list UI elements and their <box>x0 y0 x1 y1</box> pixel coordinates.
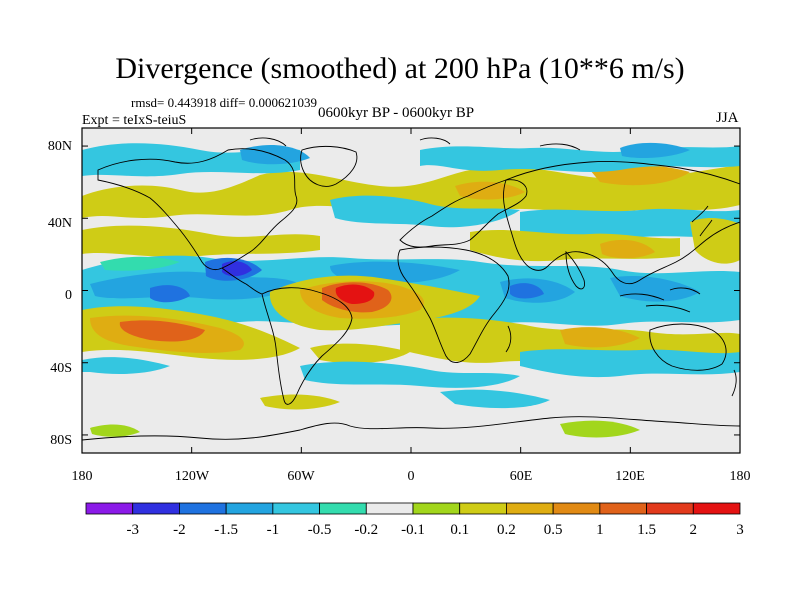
colorbar-label: 0.1 <box>450 522 469 538</box>
colorbar-label: -0.5 <box>308 522 332 538</box>
coastline-north-america <box>97 148 298 271</box>
colorbar-swatch <box>365 502 414 515</box>
season-label: JJA <box>716 110 739 126</box>
lat-label-80n: 80N <box>47 139 72 154</box>
colorbar-swatch <box>506 502 554 515</box>
colorbar-label: 3 <box>736 522 744 538</box>
colorbar-label: 0.5 <box>544 522 563 538</box>
coastline-madagascar <box>505 325 512 353</box>
lon-label-180e: 180 <box>729 469 751 484</box>
colorbar-swatch <box>319 502 367 515</box>
contour-negative-region <box>82 143 300 177</box>
lat-label-40n: 40N <box>47 216 72 231</box>
lon-label-60e: 60E <box>509 469 533 484</box>
contour-negative-region <box>440 389 550 409</box>
contour-positive-region <box>90 424 140 437</box>
contour-positive-region <box>600 239 655 259</box>
coastline-new-zealand <box>731 369 737 397</box>
colorbar-swatch <box>179 502 227 515</box>
lat-label-80s: 80S <box>50 433 72 448</box>
colorbar-label: -1 <box>267 522 280 538</box>
coastline-asia <box>503 161 740 285</box>
contour-negative-region <box>150 285 190 303</box>
map-title: Divergence (smoothed) at 200 hPa (10**6 … <box>115 52 685 85</box>
lon-label-120w: 120W <box>174 469 210 484</box>
colorbar-swatch <box>646 502 694 515</box>
contour-negative-region <box>300 361 520 388</box>
coastline-south-america <box>261 287 353 405</box>
coastline-indonesia <box>619 287 701 313</box>
period-label: 0600kyr BP - 0600kyr BP <box>318 105 475 121</box>
colorbar-swatch <box>85 502 134 515</box>
contour-positive-region <box>119 320 205 342</box>
colorbar-label: -0.2 <box>354 522 378 538</box>
coastline-australia <box>649 323 727 371</box>
contour-positive-region <box>260 394 340 410</box>
contour-negative-region <box>100 256 180 271</box>
lon-label-60w: 60W <box>287 469 315 484</box>
lat-label-equator: 0 <box>65 288 72 303</box>
contour-negative-region <box>82 357 170 374</box>
coastline-europe <box>399 179 528 248</box>
contour-positive-region <box>335 284 375 304</box>
coastline-africa <box>397 246 510 363</box>
colorbar-swatch <box>599 502 647 515</box>
contour-positive-region <box>82 165 740 218</box>
contour-negative-region <box>510 283 544 299</box>
colorbar-swatch <box>272 502 320 515</box>
coastline-india <box>565 250 585 290</box>
colorbar-swatch <box>132 502 180 515</box>
colorbar-swatch <box>225 502 274 515</box>
contour-positive-region <box>560 420 640 438</box>
contour-field <box>82 128 740 453</box>
colorbar-swatch <box>459 502 507 515</box>
colorbar-label: -1.5 <box>214 522 238 538</box>
lat-label-40s: 40S <box>50 361 72 376</box>
contour-negative-region <box>620 142 690 158</box>
contour-negative-region <box>330 195 520 228</box>
colorbar-swatch <box>412 502 461 515</box>
coastline-arctic-islands <box>249 137 581 151</box>
colorbar-label: -2 <box>173 522 186 538</box>
lon-label-180w: 180 <box>71 469 93 484</box>
colorbar-label: 2 <box>690 522 698 538</box>
rmsd-diff-stats: rmsd= 0.443918 diff= 0.000621039 <box>131 95 317 110</box>
contour-negative-region <box>610 275 700 302</box>
colorbar-label: -3 <box>126 522 139 538</box>
lon-label-0: 0 <box>407 469 415 484</box>
contour-negative-region <box>90 271 300 300</box>
coastline-antarctica <box>82 416 740 441</box>
experiment-label: Expt = teIxS-teiuS <box>82 113 187 128</box>
plot-frame <box>81 127 741 454</box>
contour-positive-region <box>560 327 640 348</box>
colorbar: -3 -2 -1.5 -1 -0.5 -0.2 -0.1 0.1 0.2 0.5 1 1.5 2 3 <box>85 502 744 538</box>
colorbar-label: 1.5 <box>637 522 656 538</box>
contour-positive-region <box>82 225 320 257</box>
coastline-japan <box>691 205 713 237</box>
lon-label-120e: 120E <box>615 469 645 484</box>
coastlines <box>82 137 740 441</box>
colorbar-label: 0.2 <box>497 522 516 538</box>
colorbar-label: -0.1 <box>401 522 425 538</box>
contour-positive-region <box>455 181 525 200</box>
colorbar-label: 1 <box>596 522 604 538</box>
contour-positive-region <box>690 218 740 264</box>
coastline-central-america <box>221 267 263 295</box>
colorbar-swatch <box>692 502 741 515</box>
contour-negative-region <box>520 349 740 378</box>
coastline-greenland <box>300 145 358 187</box>
contour-positive-region <box>310 343 410 364</box>
contour-negative-region <box>520 208 740 243</box>
colorbar-swatch <box>552 502 601 515</box>
